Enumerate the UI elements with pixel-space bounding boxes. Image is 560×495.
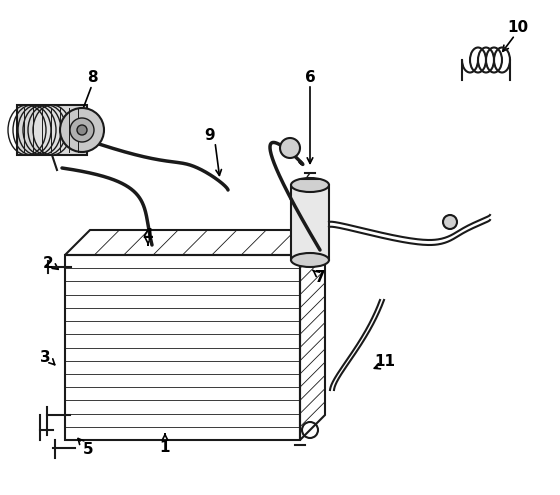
Text: 11: 11	[375, 354, 395, 369]
Text: 1: 1	[160, 440, 170, 454]
Circle shape	[77, 125, 87, 135]
Text: 2: 2	[43, 255, 53, 270]
Text: 7: 7	[315, 270, 325, 286]
Text: 10: 10	[507, 20, 529, 36]
Text: 3: 3	[40, 350, 50, 365]
Text: 4: 4	[143, 228, 153, 243]
Circle shape	[443, 215, 457, 229]
Circle shape	[70, 118, 94, 142]
Circle shape	[280, 138, 300, 158]
Ellipse shape	[291, 178, 329, 192]
Bar	[17, 105, 87, 155]
Text: 5: 5	[83, 443, 94, 457]
Text: 8: 8	[87, 70, 97, 86]
Text: 9: 9	[205, 128, 215, 143]
Text: 6: 6	[305, 70, 315, 86]
Bar	[291, 185, 329, 260]
Circle shape	[60, 108, 104, 152]
Ellipse shape	[33, 105, 71, 155]
Ellipse shape	[291, 253, 329, 267]
